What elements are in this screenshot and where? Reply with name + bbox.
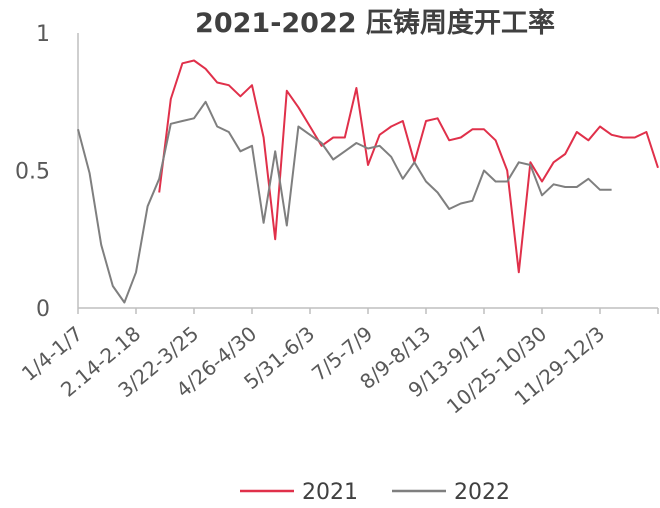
y-tick-label: 1 [36,22,50,47]
legend-label-2022: 2022 [454,480,510,505]
series-line-2022 [77,100,612,304]
legend: 2021 2022 [240,480,510,505]
y-tick-label: 0 [36,297,50,322]
x-axis-ticks: 1/4-1/72.14-2.183/22-3/254/26-4/305/31-6… [17,308,659,419]
chart-title: 2021-2022 压铸周度开工率 [195,7,555,39]
series-line-2021 [158,59,659,274]
y-tick-label: 0.5 [15,160,50,185]
y-axis-ticks: 00.51 [15,22,50,322]
legend-label-2021: 2021 [302,480,358,505]
series-layer [77,59,659,304]
